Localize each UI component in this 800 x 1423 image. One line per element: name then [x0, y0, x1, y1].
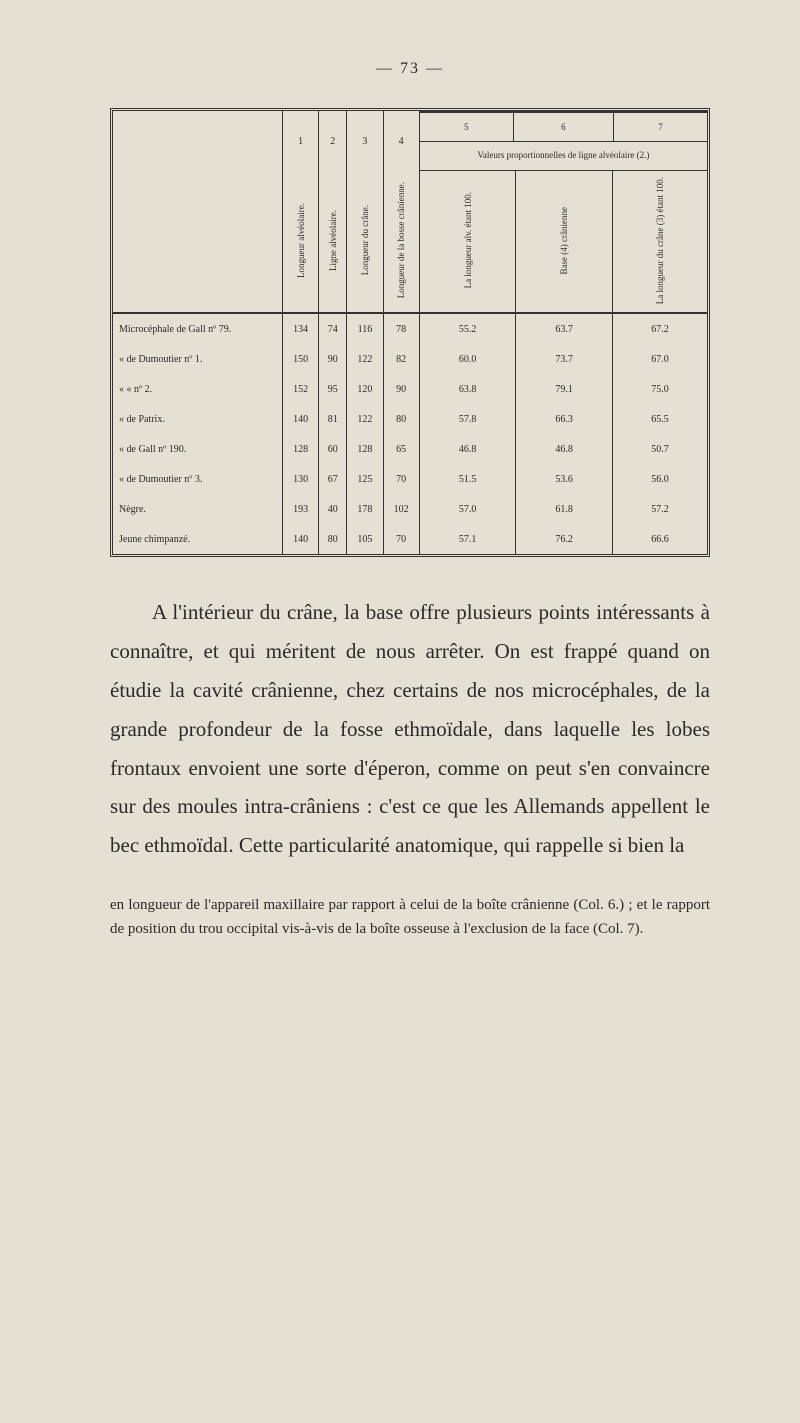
cell: 50.7	[612, 434, 707, 464]
colnum-1: 1	[283, 111, 319, 171]
col-label-1: Longueur alvéolaire.	[283, 171, 319, 313]
cell: 74	[319, 313, 347, 344]
cell: 65.5	[612, 404, 707, 434]
col-label-4: Longueur de la bosse crânienne.	[383, 171, 419, 313]
cell: 80	[319, 524, 347, 554]
page-number: — 73 —	[110, 60, 710, 78]
document-page: — 73 — 1 2 3 4 5 6 7	[0, 0, 800, 1423]
cell: 78	[383, 313, 419, 344]
body-text: A l'intérieur du crâne, la base offre pl…	[110, 593, 710, 865]
cell: 57.0	[419, 494, 516, 524]
cell: 60	[319, 434, 347, 464]
col-label-7: La longueur du crâne (3) étant 100.	[612, 171, 707, 313]
cell: 80	[383, 404, 419, 434]
table-row: « « nº 2. 152 95 120 90 63.8 79.1 75.0	[113, 374, 707, 404]
cell: 63.7	[516, 313, 613, 344]
cell: 76.2	[516, 524, 613, 554]
cell: 122	[347, 344, 383, 374]
cell: 60.0	[419, 344, 516, 374]
cell: 95	[319, 374, 347, 404]
table-body: Microcéphale de Gall nº 79. 134 74 116 7…	[113, 313, 707, 554]
cell: 73.7	[516, 344, 613, 374]
cell: 66.6	[612, 524, 707, 554]
cell: 105	[347, 524, 383, 554]
row-label: Jeune chimpanzé.	[113, 524, 283, 554]
colnum-6: 6	[513, 112, 613, 142]
cell: 140	[283, 524, 319, 554]
col-label-5: La longueur alv. étant 100.	[419, 171, 516, 313]
colnum-7: 7	[613, 112, 707, 142]
cell: 55.2	[419, 313, 516, 344]
col-label-6: Base (4) crânienne	[516, 171, 613, 313]
row-label: « de Patrix.	[113, 404, 283, 434]
cell: 57.1	[419, 524, 516, 554]
cell: 40	[319, 494, 347, 524]
cell: 70	[383, 524, 419, 554]
table-row: Microcéphale de Gall nº 79. 134 74 116 7…	[113, 313, 707, 344]
cell: 46.8	[516, 434, 613, 464]
body-paragraph: A l'intérieur du crâne, la base offre pl…	[110, 593, 710, 865]
cell: 53.6	[516, 464, 613, 494]
table-row: Nègre. 193 40 178 102 57.0 61.8 57.2	[113, 494, 707, 524]
cell: 65	[383, 434, 419, 464]
cell: 90	[319, 344, 347, 374]
cell: 81	[319, 404, 347, 434]
colnum-3: 3	[347, 111, 383, 171]
cell: 150	[283, 344, 319, 374]
row-label: « « nº 2.	[113, 374, 283, 404]
cell: 56.0	[612, 464, 707, 494]
cell: 125	[347, 464, 383, 494]
cell: 57.8	[419, 404, 516, 434]
table-header-numbers: 1 2 3 4 5 6 7 Valeurs proportionnelles d…	[113, 111, 707, 171]
row-label: « de Dumoutier nº 1.	[113, 344, 283, 374]
col-label-3: Longueur du crâne.	[347, 171, 383, 313]
table-row: « de Patrix. 140 81 122 80 57.8 66.3 65.…	[113, 404, 707, 434]
footnote: en longueur de l'appareil maxillaire par…	[110, 893, 710, 941]
cell: 122	[347, 404, 383, 434]
data-table-wrapper: 1 2 3 4 5 6 7 Valeurs proportionnelles d…	[110, 108, 710, 557]
cell: 66.3	[516, 404, 613, 434]
cell: 70	[383, 464, 419, 494]
cell: 51.5	[419, 464, 516, 494]
cell: 193	[283, 494, 319, 524]
table-row: Jeune chimpanzé. 140 80 105 70 57.1 76.2…	[113, 524, 707, 554]
cell: 140	[283, 404, 319, 434]
cell: 178	[347, 494, 383, 524]
cell: 102	[383, 494, 419, 524]
row-label: « de Gall nº 190.	[113, 434, 283, 464]
table-row: « de Dumoutier nº 3. 130 67 125 70 51.5 …	[113, 464, 707, 494]
cell: 82	[383, 344, 419, 374]
colnum-4: 4	[383, 111, 419, 171]
cell: 128	[283, 434, 319, 464]
row-label: Microcéphale de Gall nº 79.	[113, 313, 283, 344]
colnum-5: 5	[420, 112, 513, 142]
cell: 75.0	[612, 374, 707, 404]
cell: 152	[283, 374, 319, 404]
colnum-567-group: 5 6 7 Valeurs proportionnelles de ligne …	[419, 111, 707, 171]
cell: 79.1	[516, 374, 613, 404]
group-header-567: Valeurs proportionnelles de ligne alvéol…	[420, 142, 707, 171]
table-corner	[113, 111, 283, 313]
cell: 120	[347, 374, 383, 404]
cell: 63.8	[419, 374, 516, 404]
cell: 67	[319, 464, 347, 494]
cell: 61.8	[516, 494, 613, 524]
cell: 46.8	[419, 434, 516, 464]
row-label: « de Dumoutier nº 3.	[113, 464, 283, 494]
cell: 67.0	[612, 344, 707, 374]
cell: 116	[347, 313, 383, 344]
cell: 67.2	[612, 313, 707, 344]
data-table: 1 2 3 4 5 6 7 Valeurs proportionnelles d…	[113, 111, 707, 554]
table-row: « de Dumoutier nº 1. 150 90 122 82 60.0 …	[113, 344, 707, 374]
table-row: « de Gall nº 190. 128 60 128 65 46.8 46.…	[113, 434, 707, 464]
colnum-2: 2	[319, 111, 347, 171]
cell: 57.2	[612, 494, 707, 524]
col-label-2: Ligne alvéolaire.	[319, 171, 347, 313]
row-label: Nègre.	[113, 494, 283, 524]
cell: 134	[283, 313, 319, 344]
cell: 90	[383, 374, 419, 404]
cell: 130	[283, 464, 319, 494]
cell: 128	[347, 434, 383, 464]
